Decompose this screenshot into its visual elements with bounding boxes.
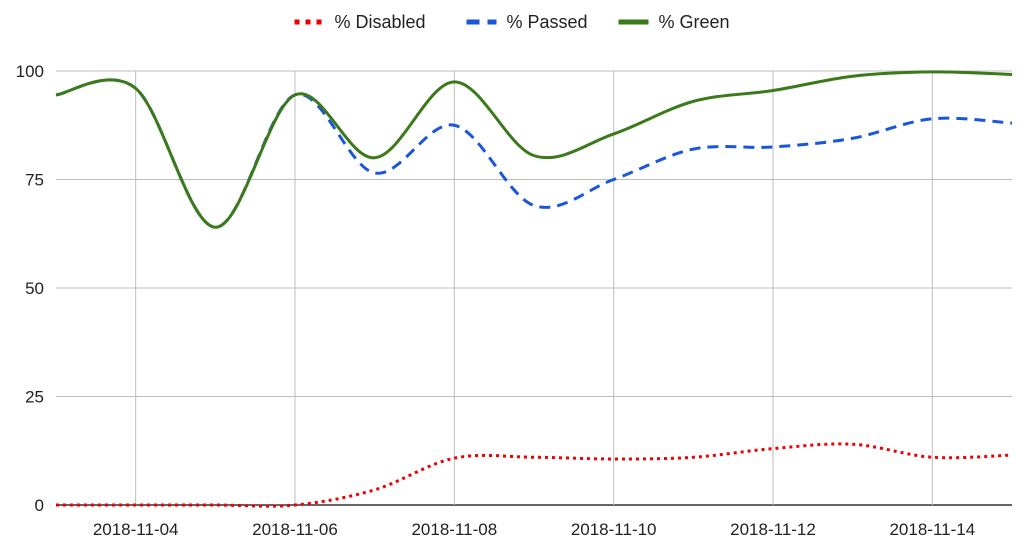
x-axis-tick-labels: 2018-11-04 2018-11-06 2018-11-08 2018-11-10… <box>93 520 975 539</box>
y-tick-label: 50 <box>25 279 44 298</box>
y-tick-label: 0 <box>35 496 44 515</box>
x-tick-label: 2018-11-06 <box>252 520 338 539</box>
x-tick-label: 2018-11-08 <box>411 520 497 539</box>
legend-label: % Green <box>659 12 730 32</box>
x-tick-label: 2018-11-12 <box>730 520 816 539</box>
y-tick-label: 100 <box>16 62 44 81</box>
legend-item: % Passed <box>466 12 588 32</box>
legend-label: % Passed <box>507 12 588 32</box>
series-lines <box>55 70 1013 508</box>
y-tick-label: 75 <box>25 171 44 190</box>
series-line-disabled <box>56 442 1013 508</box>
x-tick-label: 2018-11-14 <box>889 520 975 539</box>
legend-item: % Disabled <box>294 12 426 32</box>
x-tick-label: 2018-11-10 <box>571 520 657 539</box>
series-line-green <box>55 70 1013 229</box>
y-tick-label: 25 <box>25 388 44 407</box>
legend-label: % Disabled <box>335 12 426 32</box>
legend: % Disabled % Passed % Green <box>294 12 730 32</box>
series-line-passed <box>55 78 1013 229</box>
legend-item: % Green <box>618 12 730 32</box>
x-tick-label: 2018-11-04 <box>93 520 179 539</box>
grid-lines <box>56 70 1012 506</box>
y-axis-tick-labels: 0 25 50 75 100 <box>16 62 44 515</box>
